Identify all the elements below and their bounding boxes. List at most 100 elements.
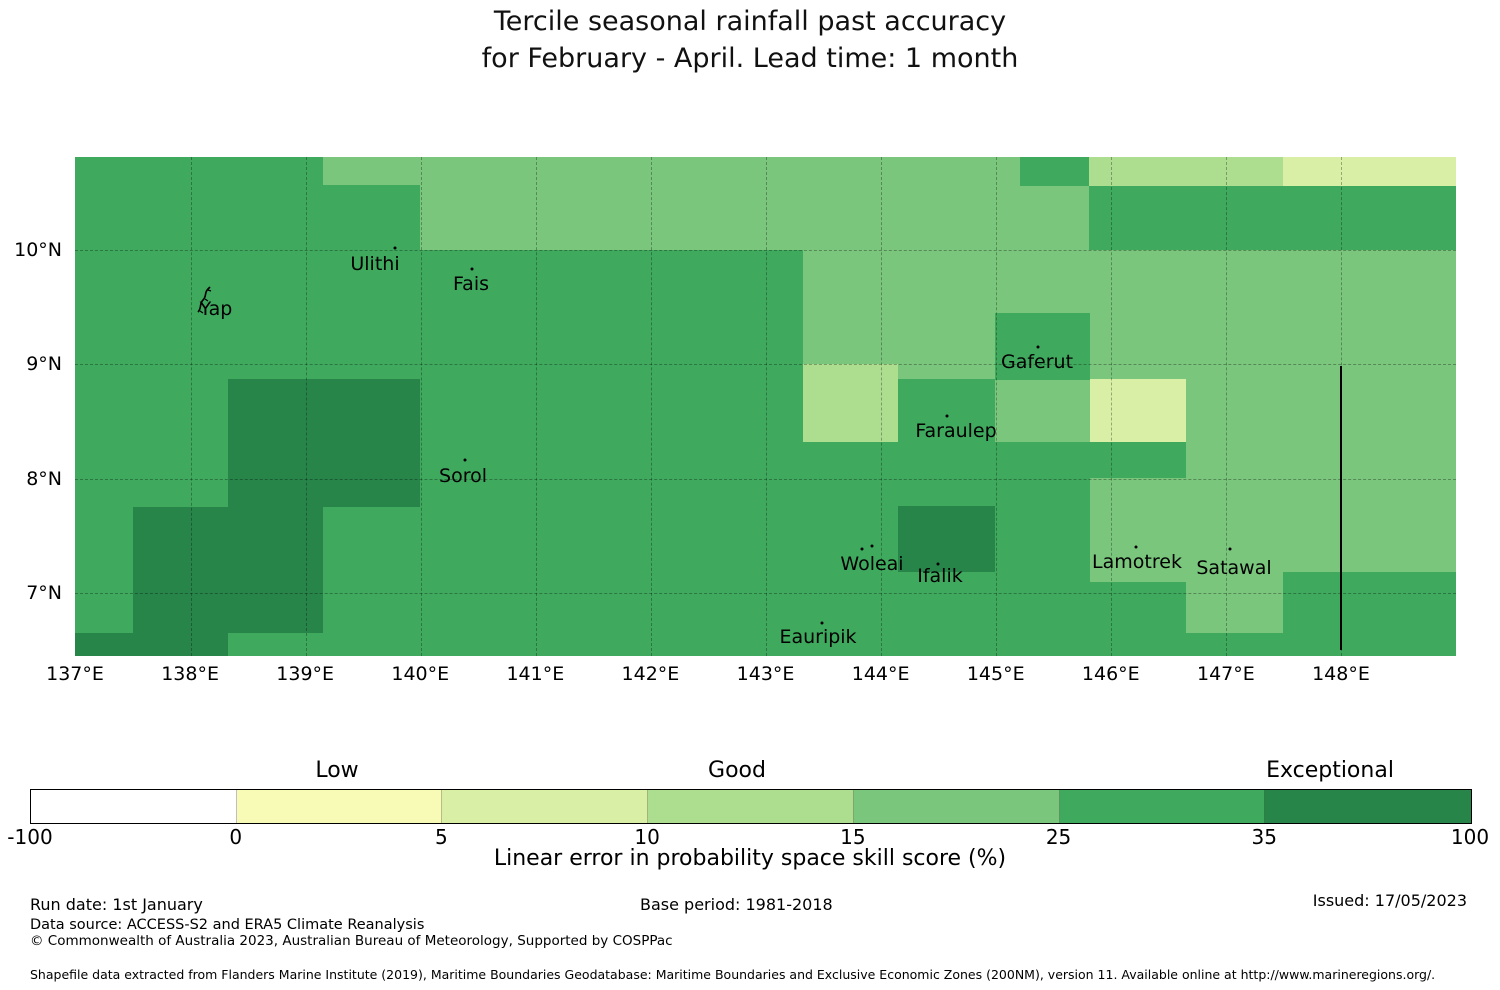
colorbar-segment-15-25 bbox=[853, 790, 1060, 823]
colorbar-tick-label: 100 bbox=[1450, 825, 1490, 849]
colorbar-category-low: Low bbox=[315, 758, 359, 783]
map-grid-cell bbox=[75, 633, 228, 656]
chart-title-line2: for February - April. Lead time: 1 month bbox=[481, 43, 1019, 74]
colorbar-tick-label: 0 bbox=[229, 825, 243, 849]
island-label-eauripik: Eauripik bbox=[779, 626, 857, 648]
x-axis-tick-label: 140°E bbox=[391, 663, 450, 685]
island-marker-dot bbox=[936, 562, 940, 566]
colorbar-segment-5-10 bbox=[442, 790, 649, 823]
y-axis-tick-label: 8°N bbox=[26, 467, 62, 490]
map-gridline-vertical bbox=[190, 157, 192, 656]
island-label-sorol: Sorol bbox=[439, 465, 487, 487]
island-marker-dot bbox=[820, 621, 824, 625]
island-marker-dot bbox=[463, 458, 467, 462]
data-source-text: Data source: ACCESS-S2 and ERA5 Climate … bbox=[30, 917, 425, 933]
island-label-satawal: Satawal bbox=[1196, 557, 1272, 579]
colorbar-segment-35-100 bbox=[1265, 790, 1471, 823]
eez-boundary-line bbox=[1340, 366, 1342, 650]
colorbar-tick-label: 35 bbox=[1251, 825, 1278, 849]
map-grid-cell bbox=[420, 157, 1020, 250]
island-marker-dot bbox=[1134, 545, 1138, 549]
map-grid-cell bbox=[228, 379, 420, 507]
map-grid-cell bbox=[1089, 157, 1283, 186]
map-gridline-vertical bbox=[765, 157, 767, 656]
map-grid-cell bbox=[133, 507, 323, 633]
x-axis-tick-label: 146°E bbox=[1081, 663, 1140, 685]
map-grid-cell bbox=[1090, 572, 1186, 582]
x-axis-tick-label: 142°E bbox=[621, 663, 680, 685]
island-label-gaferut: Gaferut bbox=[1000, 351, 1074, 373]
map-gridline-vertical bbox=[1110, 157, 1112, 656]
map-gridline-vertical bbox=[420, 157, 422, 656]
map-grid-cell bbox=[1283, 157, 1456, 186]
island-label-faraulep: Faraulep bbox=[915, 420, 997, 442]
colorbar-tick-label: 25 bbox=[1045, 825, 1072, 849]
island-label-fais: Fais bbox=[452, 273, 490, 295]
map-gridline-vertical bbox=[880, 157, 882, 656]
map-panel: Yap Ulithi Fais Sorol Gaferut Faraulep Woleai I… bbox=[75, 157, 1456, 656]
map-gridline-horizontal bbox=[75, 250, 1456, 251]
island-marker-dot bbox=[860, 547, 864, 551]
map-gridline-vertical bbox=[1225, 157, 1227, 656]
island-marker-dot bbox=[470, 267, 474, 271]
chart-title-line1: Tercile seasonal rainfall past accuracy bbox=[493, 6, 1007, 37]
island-label-ulithi: Ulithi bbox=[350, 253, 400, 275]
colorbar-tick-label: 10 bbox=[634, 825, 660, 849]
x-axis-tick-label: 144°E bbox=[851, 663, 910, 685]
island-label-woleai: Woleai bbox=[840, 553, 904, 575]
map-grid-cell bbox=[1090, 478, 1456, 572]
map-grid-cell bbox=[1090, 379, 1186, 442]
map-grid-cell bbox=[898, 506, 995, 572]
colorbar-segment-0-5 bbox=[236, 790, 443, 823]
island-marker-dot bbox=[945, 414, 949, 418]
island-marker-dot bbox=[1228, 547, 1232, 551]
map-gridline-horizontal bbox=[75, 478, 1456, 480]
map-grid-cell bbox=[1186, 379, 1456, 479]
map-gridline-vertical bbox=[305, 157, 307, 656]
x-axis-tick-label: 147°E bbox=[1197, 663, 1255, 685]
issued-date-text: Issued: 17/05/2023 bbox=[1312, 891, 1467, 910]
base-period-text: Base period: 1981-2018 bbox=[640, 895, 833, 914]
colorbar-segment-25-35 bbox=[1059, 790, 1266, 823]
map-grid-cell bbox=[1020, 186, 1089, 250]
map-gridline-vertical bbox=[995, 157, 997, 656]
map-gridline-vertical bbox=[650, 157, 652, 656]
x-axis-tick-label: 139°E bbox=[276, 663, 335, 685]
x-axis-tick-label: 137°E bbox=[46, 663, 104, 685]
y-axis-tick-label: 10°N bbox=[14, 239, 62, 261]
map-grid-cell bbox=[323, 157, 420, 185]
colorbar-tick-label: 15 bbox=[840, 825, 866, 849]
y-axis-tick-label: 7°N bbox=[26, 582, 62, 604]
map-grid-cell bbox=[803, 364, 898, 442]
x-axis-tick-label: 148°E bbox=[1312, 663, 1370, 685]
island-marker-dot bbox=[1036, 345, 1040, 349]
x-axis-tick-label: 143°E bbox=[736, 663, 795, 685]
y-axis-tick-label: 9°N bbox=[26, 353, 62, 375]
map-grid-cell bbox=[1090, 364, 1456, 379]
island-marker-dot bbox=[393, 246, 397, 250]
colorbar-category-good: Good bbox=[708, 758, 766, 783]
colorbar-tick-label: -100 bbox=[7, 825, 53, 849]
copyright-text: © Commonwealth of Australia 2023, Austra… bbox=[30, 933, 673, 949]
map-gridline-horizontal bbox=[75, 364, 1456, 365]
map-gridline-vertical bbox=[535, 157, 537, 656]
map-grid-cell bbox=[995, 313, 1090, 380]
x-axis-tick-label: 138°E bbox=[161, 663, 219, 685]
colorbar-segment--100-0 bbox=[31, 790, 237, 823]
colorbar-axis-label: Linear error in probability space skill … bbox=[493, 846, 1007, 871]
island-marker-dot bbox=[870, 544, 874, 548]
x-axis-tick-label: 141°E bbox=[506, 663, 565, 685]
map-grid-cell bbox=[1186, 572, 1283, 633]
colorbar-category-exceptional: Exceptional bbox=[1266, 758, 1394, 783]
map-grid-cell bbox=[803, 250, 1456, 364]
map-grid-cell bbox=[995, 380, 1090, 442]
island-label-lamotrek: Lamotrek bbox=[1092, 551, 1182, 573]
shapefile-note-text: Shapefile data extracted from Flanders M… bbox=[30, 967, 1436, 982]
map-grid-cell bbox=[898, 364, 995, 379]
island-label-yap: Yap bbox=[199, 298, 233, 320]
colorbar-tick-label: 5 bbox=[435, 825, 448, 849]
colorbar bbox=[30, 789, 1472, 824]
colorbar-segment-10-15 bbox=[648, 790, 854, 823]
x-axis-tick-label: 145°E bbox=[966, 663, 1025, 685]
run-date-text: Run date: 1st January bbox=[30, 895, 203, 914]
